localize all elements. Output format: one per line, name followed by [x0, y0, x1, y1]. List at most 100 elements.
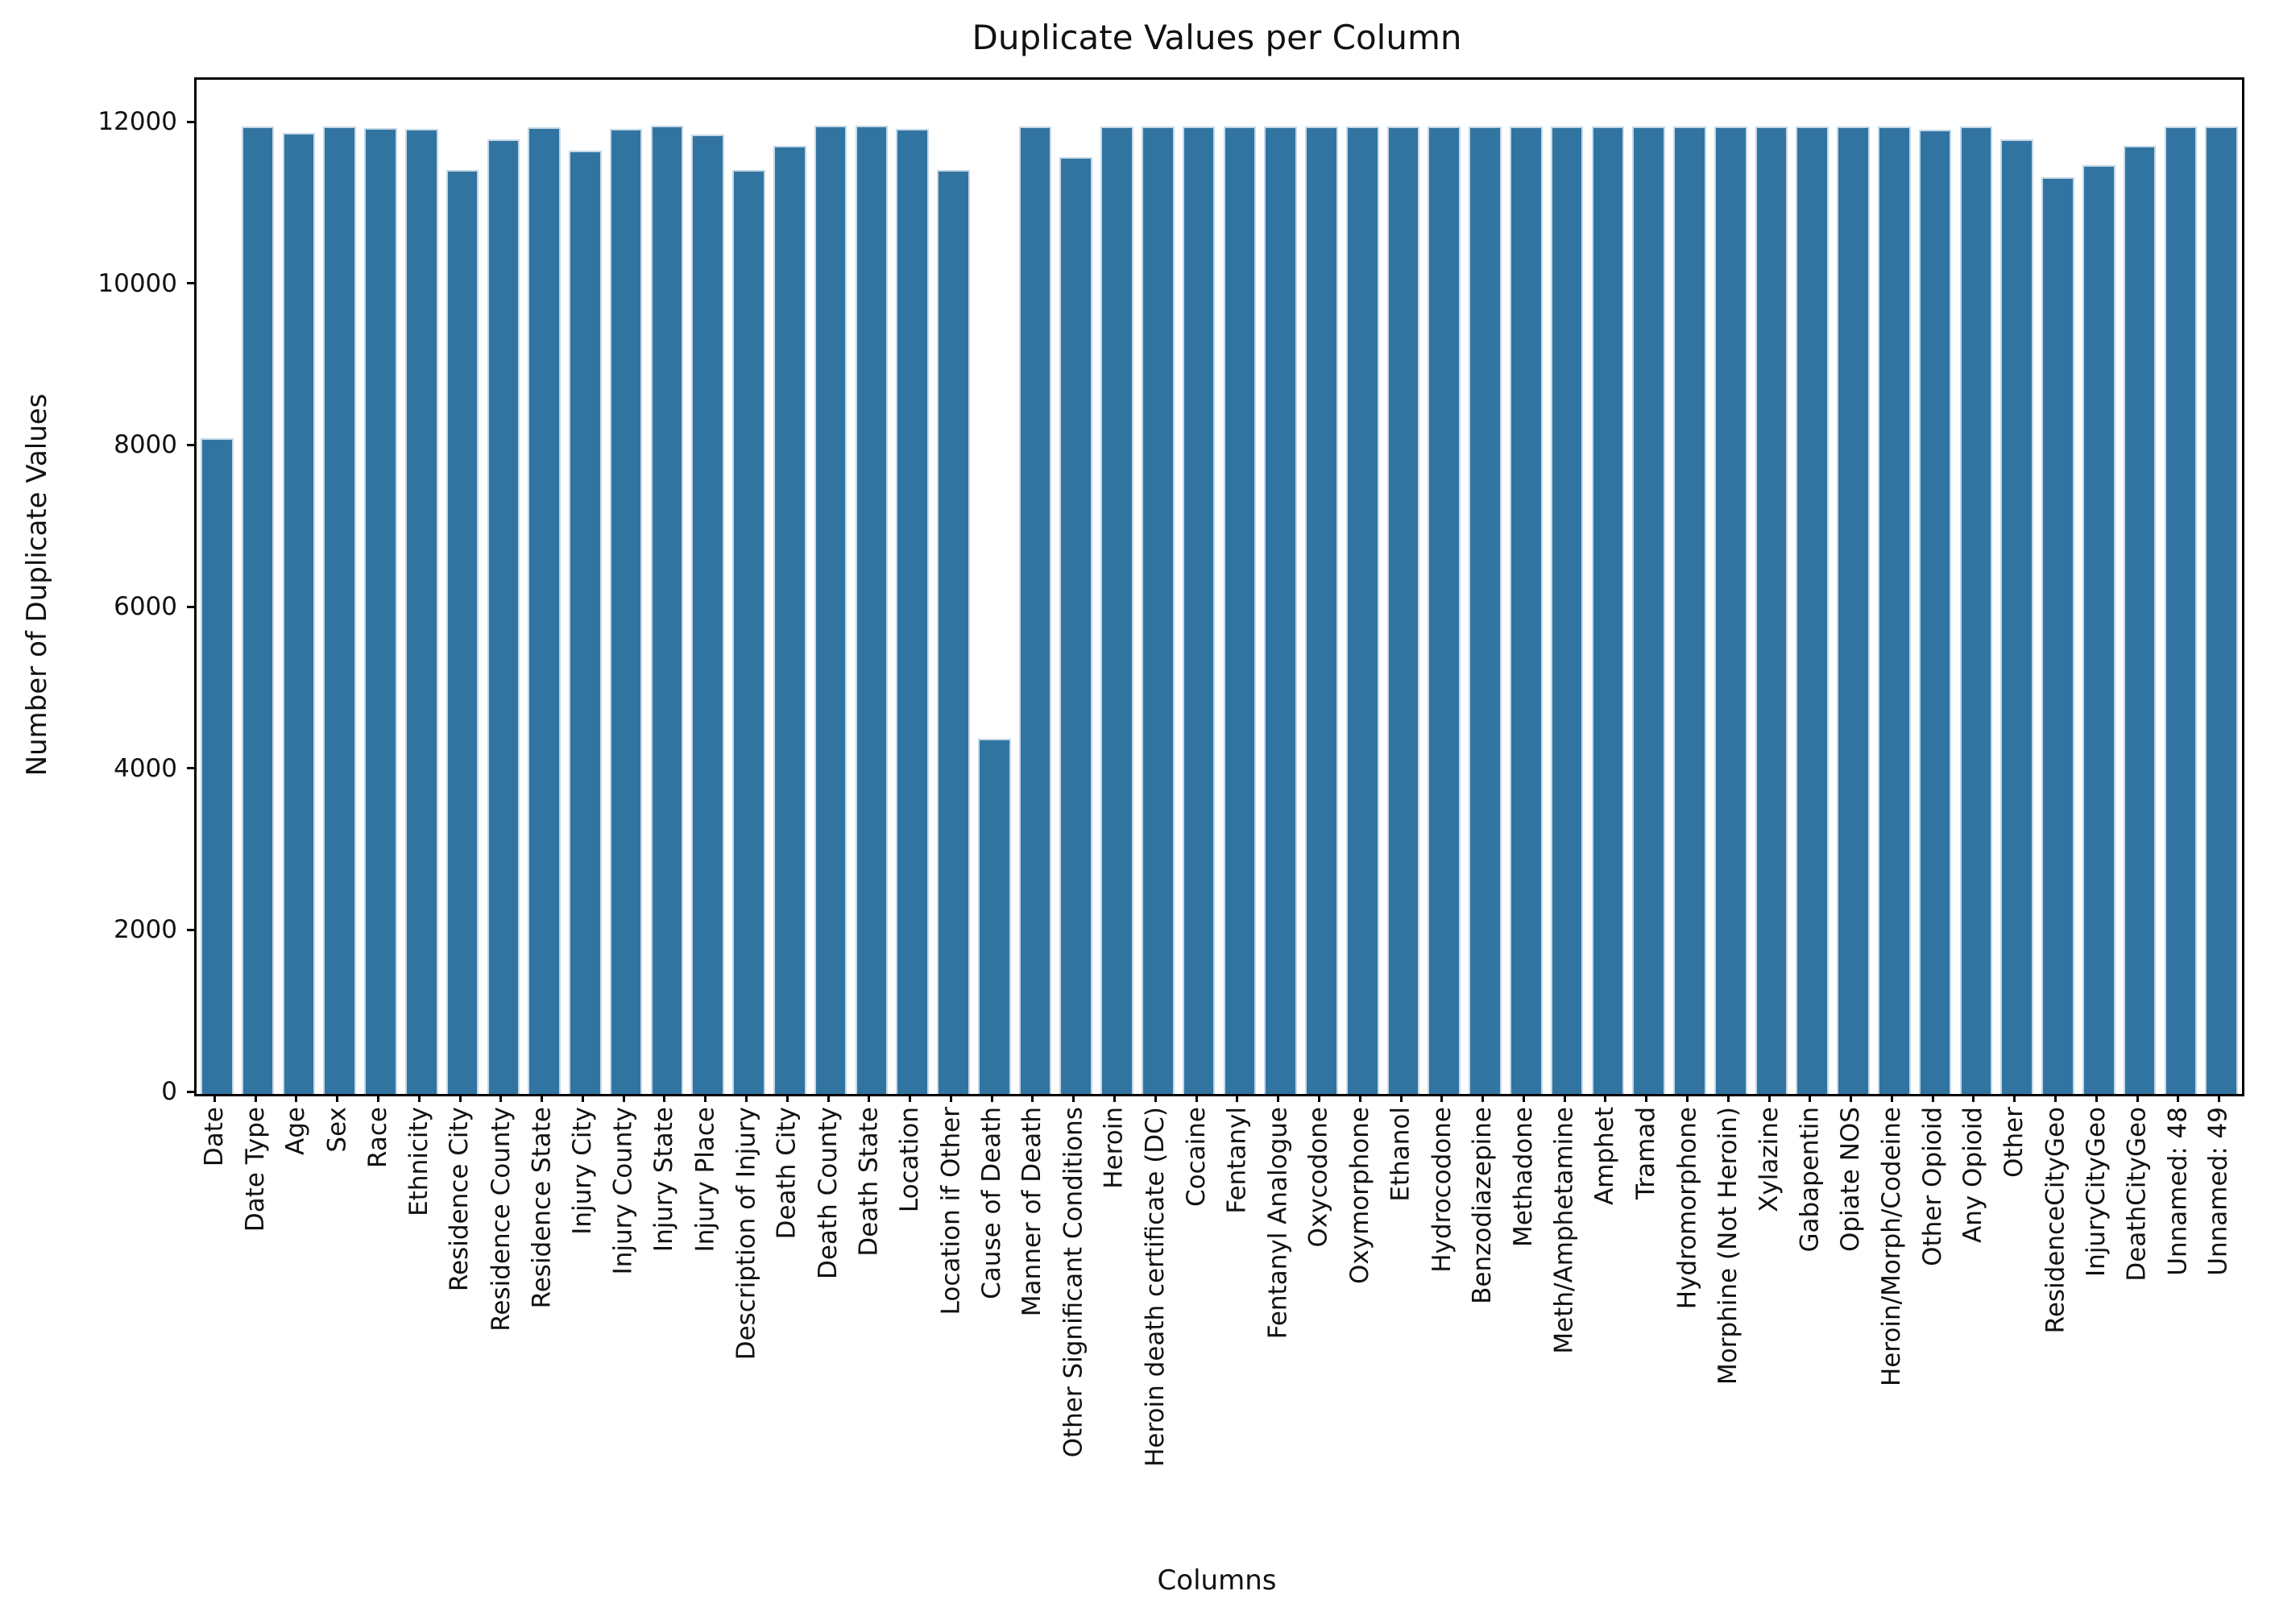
bar: [2041, 176, 2074, 1094]
x-tick-mark: [1809, 1094, 1812, 1102]
y-tick-mark: [187, 120, 194, 123]
x-tick-mark: [827, 1094, 830, 1102]
bar: [487, 139, 520, 1094]
x-tick-mark: [2177, 1094, 2180, 1102]
bar: [2123, 146, 2157, 1094]
bar: [2000, 139, 2033, 1094]
x-tick-mark: [1767, 1094, 1771, 1102]
x-tick-mark: [1358, 1094, 1361, 1102]
x-tick-mark: [1481, 1094, 1485, 1102]
x-tick-mark: [909, 1094, 912, 1102]
x-tick-mark: [2053, 1094, 2057, 1102]
bar: [1673, 126, 1706, 1094]
bar: [1345, 126, 1379, 1094]
bar: [1264, 126, 1297, 1094]
x-tick-mark: [2013, 1094, 2016, 1102]
bar: [1223, 126, 1257, 1094]
bar: [1100, 126, 1133, 1094]
x-tick-mark: [1726, 1094, 1730, 1102]
x-tick-mark: [336, 1094, 339, 1102]
x-tick-mark: [1236, 1094, 1239, 1102]
bar: [1755, 126, 1788, 1094]
x-tick-mark: [1399, 1094, 1403, 1102]
x-tick-mark: [1317, 1094, 1320, 1102]
bar: [1796, 126, 1830, 1094]
x-tick-mark: [254, 1094, 257, 1102]
bar: [569, 151, 602, 1094]
plot-area: [194, 77, 2244, 1096]
bar: [241, 126, 275, 1094]
x-tick-mark: [1522, 1094, 1525, 1102]
x-tick-mark: [949, 1094, 952, 1102]
bar: [1469, 126, 1502, 1094]
bar: [1142, 126, 1175, 1094]
y-tick-label: 12000: [97, 107, 177, 137]
x-tick-mark: [417, 1094, 421, 1102]
bar: [445, 169, 479, 1094]
bar: [1018, 126, 1052, 1094]
x-tick-mark: [581, 1094, 584, 1102]
x-tick-mark: [745, 1094, 748, 1102]
bar: [1918, 129, 1952, 1094]
x-tick-mark: [622, 1094, 625, 1102]
x-tick-mark: [1890, 1094, 1893, 1102]
bar: [1305, 126, 1338, 1094]
y-tick-label: 4000: [114, 753, 177, 783]
bar: [2205, 126, 2238, 1094]
bar: [2164, 126, 2198, 1094]
x-tick-mark: [1277, 1094, 1280, 1102]
bar: [1878, 126, 1911, 1094]
y-tick-label: 10000: [97, 268, 177, 298]
bar: [855, 126, 889, 1094]
y-tick-label: 0: [161, 1077, 177, 1106]
bar: [1837, 126, 1870, 1094]
x-tick-mark: [2218, 1094, 2221, 1102]
x-tick-mark: [295, 1094, 298, 1102]
y-tick-mark: [187, 282, 194, 285]
x-tick-mark: [377, 1094, 379, 1102]
y-tick-mark: [187, 767, 194, 770]
bar: [1959, 126, 1993, 1094]
bar: [1386, 126, 1420, 1094]
bar: [2082, 165, 2115, 1094]
x-tick-mark: [1195, 1094, 1198, 1102]
x-tick-mark: [1031, 1094, 1034, 1102]
bar: [1428, 126, 1461, 1094]
bar: [1182, 126, 1216, 1094]
x-tick-mark: [2095, 1094, 2098, 1102]
x-tick-mark: [663, 1094, 666, 1102]
x-tick-mark: [990, 1094, 993, 1102]
x-tick-mark: [1072, 1094, 1075, 1102]
x-tick-mark: [1645, 1094, 1648, 1102]
chart-title: Duplicate Values per Column: [972, 18, 1462, 57]
x-tick-mark: [704, 1094, 707, 1102]
x-tick-mark: [499, 1094, 503, 1102]
bar: [977, 738, 1011, 1094]
y-tick-label: 8000: [114, 430, 177, 460]
x-tick-mark: [1154, 1094, 1157, 1102]
bar: [1632, 126, 1665, 1094]
y-tick-mark: [187, 443, 194, 446]
bar: [814, 126, 847, 1094]
x-tick-mark: [1972, 1094, 1975, 1102]
x-tick-mark: [1563, 1094, 1566, 1102]
x-tick-mark: [1685, 1094, 1689, 1102]
bar: [323, 126, 357, 1094]
bar: [691, 134, 725, 1094]
y-tick-mark: [187, 928, 194, 931]
x-tick-mark: [213, 1094, 216, 1102]
x-tick-mark: [785, 1094, 789, 1102]
x-tick-mark: [2136, 1094, 2139, 1102]
y-tick-label: 2000: [114, 915, 177, 945]
x-tick-mark: [868, 1094, 871, 1102]
bar: [937, 169, 970, 1094]
x-tick-mark: [1440, 1094, 1444, 1102]
y-tick-label: 6000: [114, 592, 177, 622]
bar: [1510, 126, 1543, 1094]
x-tick-mark: [1850, 1094, 1853, 1102]
bar: [404, 128, 438, 1094]
bar: [1591, 126, 1625, 1094]
bar: [201, 438, 234, 1094]
bar: [364, 128, 397, 1094]
